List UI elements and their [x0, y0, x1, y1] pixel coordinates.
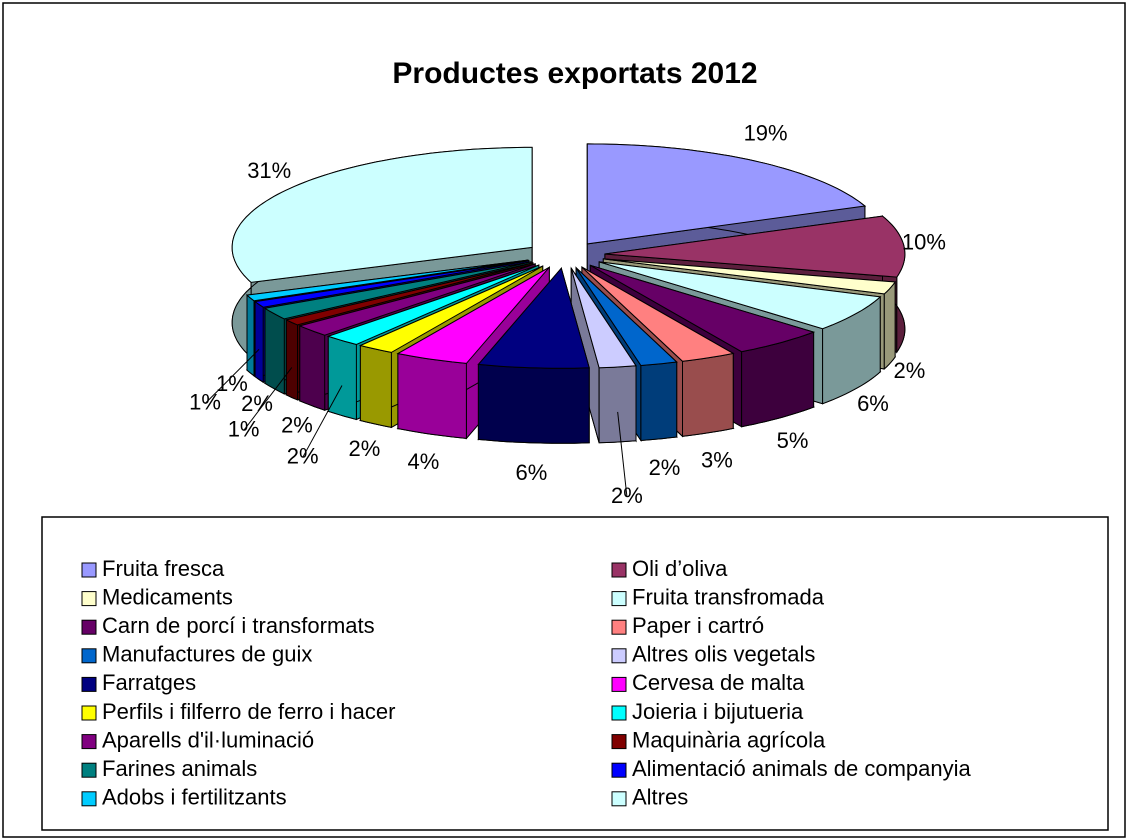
legend-label: Medicaments [102, 584, 233, 609]
legend-label: Aparells d'il·luminació [102, 727, 314, 752]
slice-wall [359, 344, 392, 429]
legend-label: Farines animals [102, 756, 257, 781]
pie-slice [604, 215, 906, 278]
pie-slice [599, 261, 882, 330]
legend-label: Farratges [102, 670, 196, 695]
pie-slice [581, 266, 735, 362]
legend-label: Carn de porcí i transformats [102, 613, 375, 638]
data-label: 6% [857, 391, 889, 416]
data-label: 2% [287, 443, 319, 468]
legend-label: Paper i cartró [632, 613, 764, 638]
legend-swatch [611, 762, 627, 778]
data-label: 1% [228, 416, 260, 441]
chart-title: Productes exportats 2012 [392, 57, 757, 90]
legend-swatch [81, 705, 97, 721]
data-label: 2% [649, 455, 681, 480]
data-label: 10% [902, 230, 946, 255]
pie-slice [284, 262, 534, 326]
legend-label: Fruita fresca [102, 556, 225, 581]
slice-wall [397, 352, 467, 439]
legend-swatch [81, 648, 97, 664]
leader-line [302, 385, 343, 458]
pie-slice [586, 143, 867, 245]
legend-label: Joieria i bijutueria [632, 699, 804, 724]
pie-slice-group [477, 266, 590, 444]
legend-swatch [81, 791, 97, 807]
legend-label: Maquinària agrícola [632, 727, 826, 752]
legend-label: Fruita transfromada [632, 584, 825, 609]
legend-label: Altres [632, 785, 688, 810]
data-label: 1% [189, 389, 221, 414]
legend-label: Altres olis vegetals [632, 642, 815, 667]
legend-label: Perfils i filferro de ferro i hacer [102, 699, 395, 724]
pie-slice [477, 267, 590, 369]
data-label: 1% [216, 371, 248, 396]
legend-swatch [611, 562, 627, 578]
legend-swatch [611, 791, 627, 807]
pie-slice [603, 258, 897, 295]
legend-swatch [81, 619, 97, 635]
legend-swatch [611, 648, 627, 664]
legend-swatch [611, 676, 627, 692]
pie-slice [298, 263, 536, 336]
leader-line [617, 411, 628, 498]
data-label: 2% [241, 391, 273, 416]
legend-swatch [611, 734, 627, 750]
legend-box [41, 516, 1109, 831]
data-label: 3% [701, 447, 733, 472]
data-label: 4% [407, 449, 439, 474]
slice-wall [477, 363, 590, 444]
pie-slice [575, 267, 678, 367]
slice-wall [640, 361, 678, 442]
slice-wall [883, 280, 896, 371]
data-label: 6% [516, 460, 548, 485]
legend-swatch [81, 562, 97, 578]
legend-swatch [81, 734, 97, 750]
pie-slice [396, 266, 550, 364]
legend-label: Cervesa de malta [632, 670, 805, 695]
legend-swatch [81, 591, 97, 607]
pie-slice [245, 259, 529, 302]
pie-slice [326, 264, 539, 346]
pie-slice [590, 264, 816, 353]
legend-swatch [611, 705, 627, 721]
slice-wall [327, 335, 357, 421]
data-label: 31% [247, 158, 291, 183]
data-label: 2% [611, 483, 643, 508]
data-label: 2% [893, 358, 925, 383]
slice-wall [598, 365, 637, 444]
legend-swatch [611, 619, 627, 635]
pie-slice [570, 267, 637, 369]
legend-swatch [611, 591, 627, 607]
pie-slice [358, 265, 543, 353]
data-label: 2% [281, 413, 313, 438]
pie-slice [253, 260, 530, 308]
data-label: 2% [349, 436, 381, 461]
legend-swatch [81, 676, 97, 692]
leader-line [243, 367, 293, 431]
legend-label: Manufactures de guix [102, 642, 312, 667]
slice-wall [254, 300, 264, 384]
data-label: 5% [777, 428, 809, 453]
legend-swatch [81, 762, 97, 778]
pie-slice [263, 261, 531, 320]
leader-line [204, 349, 260, 405]
slice-wall [682, 352, 734, 437]
pie-slice [231, 146, 533, 283]
slice-wall [285, 319, 298, 401]
slice-wall [299, 325, 326, 411]
legend-label: Adobs i fertilitzants [102, 785, 287, 810]
data-label: 19% [744, 120, 788, 145]
slice-wall [246, 293, 255, 377]
legend-label: Oli d’oliva [632, 556, 728, 581]
legend-label: Alimentació animals de companyia [632, 756, 971, 781]
